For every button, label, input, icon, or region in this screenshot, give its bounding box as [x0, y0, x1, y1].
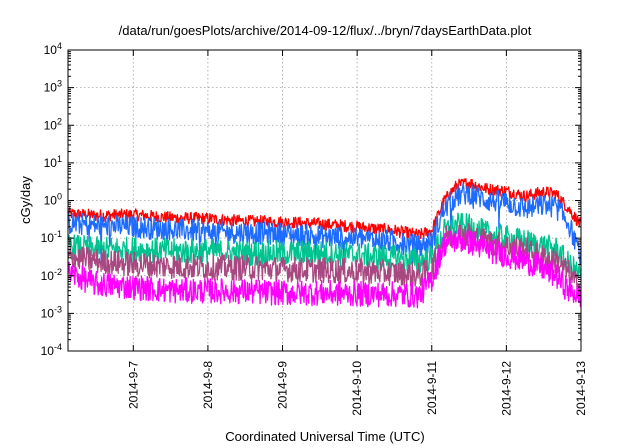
y-tick-label: 10-3: [41, 304, 62, 320]
data-series: [67, 177, 582, 309]
x-tick-label: 2014-9-11: [425, 361, 439, 415]
x-tick-labels: 2014-9-7 2014-9-8 2014-9-9 2014-9-10 2014-9-…: [126, 361, 588, 416]
y-tick-labels: 10-4 10-3 10-2 10-1 100 101 102 103 104: [41, 41, 62, 358]
y-tick-label: 10-2: [41, 267, 62, 283]
y-tick-label: 102: [44, 116, 62, 132]
x-tick-label: 2014-9-9: [276, 361, 290, 409]
chart-title: /data/run/goesPlots/archive/2014-09-12/f…: [119, 23, 532, 38]
y-axis-label: cGy/day: [18, 176, 33, 224]
y-tick-label: 104: [44, 41, 62, 57]
axis-ticks: [68, 49, 582, 352]
x-tick-label: 2014-9-8: [201, 361, 215, 409]
x-tick-label: 2014-9-12: [499, 361, 513, 416]
y-tick-label: 100: [44, 192, 62, 208]
y-tick-label: 10-4: [41, 342, 62, 358]
x-tick-label: 2014-9-7: [126, 361, 140, 409]
x-axis-label: Coordinated Universal Time (UTC): [225, 429, 424, 444]
series-line: [67, 177, 582, 240]
series-line: [67, 183, 582, 266]
series-line: [67, 212, 582, 281]
y-tick-label: 103: [44, 79, 62, 95]
series-line: [67, 229, 582, 309]
y-tick-label: 10-1: [41, 229, 62, 245]
y-tick-label: 101: [44, 154, 62, 170]
x-tick-label: 2014-9-10: [350, 361, 364, 416]
x-tick-label: 2014-9-13: [574, 361, 588, 416]
